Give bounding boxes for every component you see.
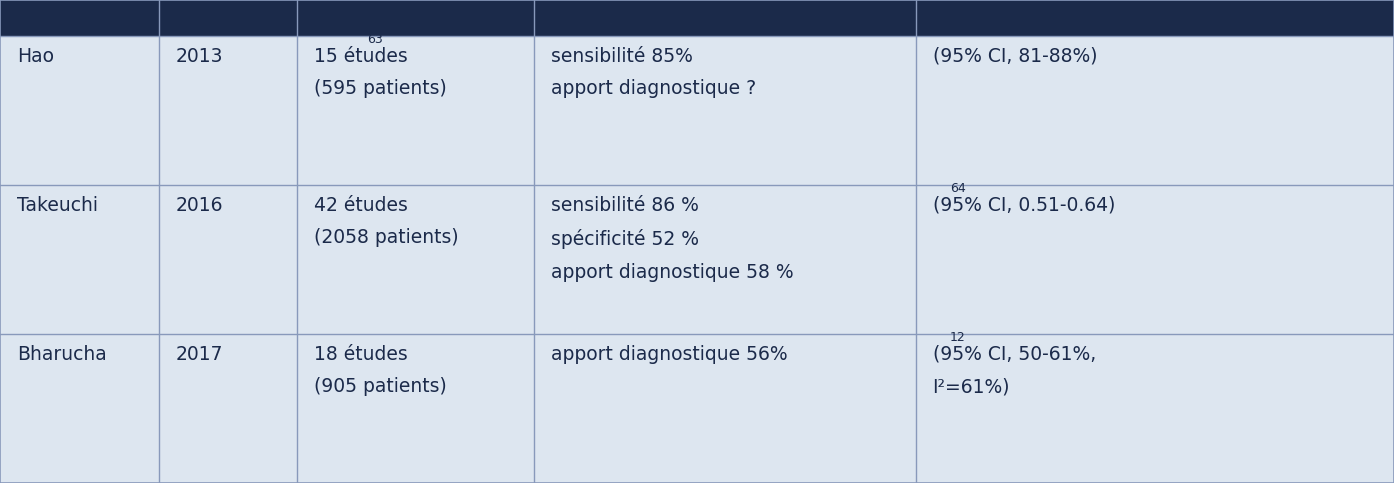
FancyBboxPatch shape [0, 0, 1394, 36]
FancyBboxPatch shape [0, 36, 1394, 483]
Text: 12: 12 [951, 331, 966, 344]
Text: Bharucha: Bharucha [17, 345, 106, 364]
Text: 18 études
(905 patients): 18 études (905 patients) [314, 345, 446, 396]
Text: 15 études
(595 patients): 15 études (595 patients) [314, 47, 446, 99]
Text: 64: 64 [951, 182, 966, 195]
Text: (95% CI, 81-88%): (95% CI, 81-88%) [933, 47, 1097, 66]
Text: Takeuchi: Takeuchi [17, 196, 98, 215]
Text: 63: 63 [367, 33, 382, 46]
Text: sensibilité 85%
apport diagnostique ?: sensibilité 85% apport diagnostique ? [551, 47, 756, 99]
Text: 2016: 2016 [176, 196, 223, 215]
Text: 42 études
(2058 patients): 42 études (2058 patients) [314, 196, 459, 247]
Text: sensibilité 86 %
spécificité 52 %
apport diagnostique 58 %: sensibilité 86 % spécificité 52 % apport… [551, 196, 793, 282]
Text: (95% CI, 50-61%,
I²=61%): (95% CI, 50-61%, I²=61%) [933, 345, 1096, 396]
Text: apport diagnostique 56%: apport diagnostique 56% [551, 345, 788, 364]
Text: 2013: 2013 [176, 47, 223, 66]
Text: (95% CI, 0.51-0.64): (95% CI, 0.51-0.64) [933, 196, 1115, 215]
Text: 2017: 2017 [176, 345, 223, 364]
Text: Hao: Hao [17, 47, 54, 66]
